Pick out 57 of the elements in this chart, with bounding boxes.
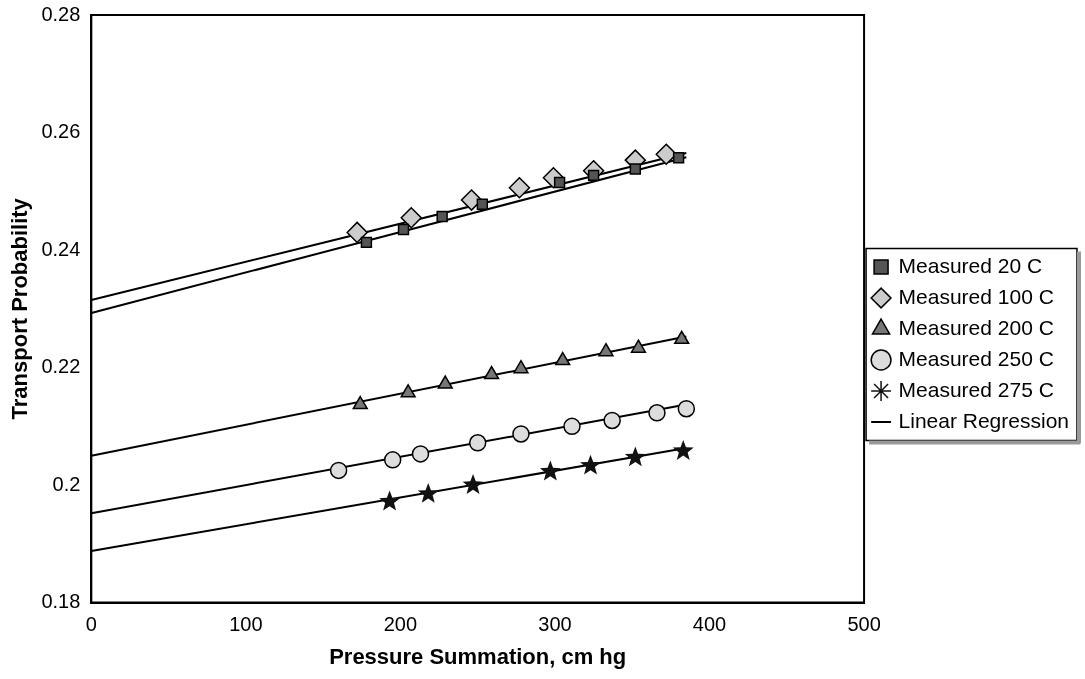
y-tick-label: 0.24 [41, 237, 81, 260]
y-tick-label: 0.26 [41, 120, 81, 143]
point [329, 461, 348, 480]
point [483, 365, 500, 380]
point [417, 482, 439, 503]
point [677, 399, 696, 418]
legend-label: Measured 275 C [898, 377, 1054, 401]
point [352, 395, 368, 410]
point [360, 236, 373, 249]
point [468, 434, 487, 452]
legend-label: Measured 250 C [898, 346, 1054, 370]
point [437, 375, 453, 389]
legend-label: Measured 20 C [898, 253, 1043, 277]
y-tick-label: 0.22 [41, 355, 81, 378]
point [539, 460, 561, 481]
y-tick-label: 0.2 [52, 472, 81, 495]
point [603, 411, 621, 430]
point [672, 152, 685, 164]
point [346, 221, 368, 244]
point [580, 454, 601, 475]
point [672, 440, 694, 460]
point [411, 445, 430, 463]
point [400, 206, 422, 229]
x-tick-label: 500 [847, 613, 881, 636]
point [655, 143, 677, 166]
x-axis-title: Pressure Summation, cm hg [329, 643, 627, 669]
x-tick-label: 100 [229, 613, 263, 636]
point [436, 210, 448, 223]
point [630, 339, 647, 353]
point [397, 223, 410, 236]
point [400, 384, 416, 398]
point [513, 359, 529, 374]
legend-label: Measured 100 C [898, 284, 1054, 308]
legend-label: Linear Regression [898, 408, 1070, 432]
point [587, 169, 600, 182]
point [624, 446, 646, 467]
y-tick-label: 0.18 [41, 590, 81, 613]
x-tick-label: 0 [85, 613, 97, 636]
point [563, 417, 581, 436]
x-tick-label: 200 [383, 613, 418, 636]
legend-label: Measured 200 C [898, 315, 1054, 339]
point [674, 330, 690, 345]
x-tick-label: 400 [692, 613, 727, 636]
point [460, 189, 483, 211]
point [512, 425, 530, 443]
point [648, 404, 666, 422]
x-tick-label: 300 [538, 613, 572, 636]
y-tick-label: 0.28 [41, 2, 81, 25]
y-axis-title: Transport Probability [7, 197, 33, 420]
point [379, 490, 401, 511]
point [629, 163, 642, 175]
point [476, 198, 489, 210]
point [555, 351, 571, 366]
point [508, 177, 531, 199]
point [462, 474, 484, 494]
point [383, 451, 402, 469]
point [598, 342, 614, 357]
